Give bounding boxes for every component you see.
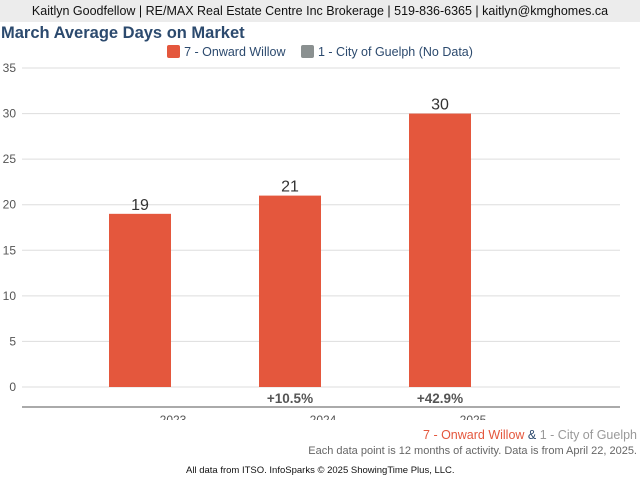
y-tick-label: 30 (3, 107, 17, 121)
legend-swatch (167, 45, 181, 58)
y-tick-label: 15 (3, 243, 17, 257)
change-label: +42.9% (417, 391, 463, 406)
source-line: 7 - Onward Willow & 1 - City of Guelph (423, 428, 637, 442)
bar-2024 (259, 195, 321, 387)
x-tick-label: 2025 (460, 413, 487, 420)
y-tick-label: 35 (3, 61, 17, 75)
data-note: Each data point is 12 months of activity… (308, 445, 637, 457)
bar-2025 (409, 113, 471, 388)
chart-plot: 0510152025303519202321+10.5%202430+42.9%… (3, 61, 620, 420)
data-label: 30 (431, 97, 449, 114)
y-tick-label: 10 (3, 289, 17, 303)
legend: 7 - Onward Willow 1 - City of Guelph (No… (0, 45, 640, 59)
source-area-a: 7 - Onward Willow (423, 428, 525, 442)
legend-label: 7 - Onward Willow (184, 45, 286, 59)
y-tick-label: 0 (9, 380, 16, 394)
source-area-b: 1 - City of Guelph (539, 428, 637, 442)
legend-item-city-of-guelph[interactable]: 1 - City of Guelph (No Data) (300, 45, 473, 59)
header-contact-bar: Kaitlyn Goodfellow | RE/MAX Real Estate … (0, 0, 640, 22)
data-label: 19 (131, 197, 149, 214)
x-tick-label: 2023 (160, 413, 187, 420)
y-tick-label: 25 (3, 152, 17, 166)
y-tick-label: 5 (9, 334, 16, 348)
x-tick-label: 2024 (310, 413, 337, 420)
legend-item-onward-willow[interactable]: 7 - Onward Willow (167, 45, 286, 59)
change-label: +10.5% (267, 391, 313, 406)
legend-label: 1 - City of Guelph (No Data) (317, 45, 473, 59)
chart-title: March Average Days on Market (1, 24, 245, 42)
source-amp: & (524, 428, 540, 442)
bar-2023 (109, 213, 171, 387)
credit: All data from ITSO. InfoSparks © 2025 Sh… (186, 465, 455, 476)
y-tick-label: 20 (3, 198, 17, 212)
legend-swatch (300, 45, 314, 58)
data-label: 21 (281, 179, 299, 196)
